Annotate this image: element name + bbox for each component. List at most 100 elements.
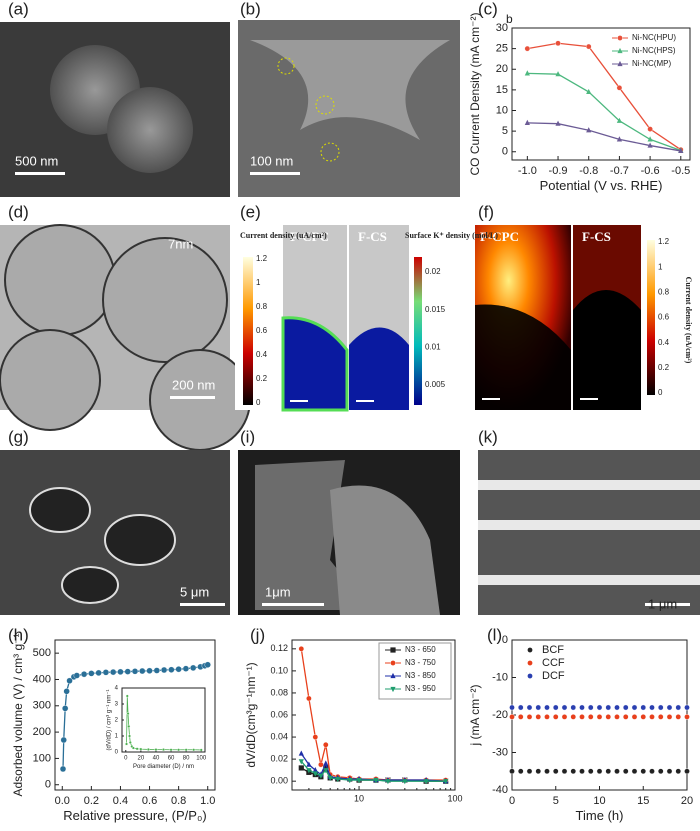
marker xyxy=(605,704,612,711)
y-tick-label: 3 xyxy=(115,702,119,708)
panel-label: (f) xyxy=(478,202,494,221)
marker xyxy=(684,768,690,775)
marker xyxy=(59,765,67,773)
x-tick-label: -1.0 xyxy=(518,165,537,177)
y-tick-label: 0 xyxy=(502,146,508,158)
marker xyxy=(561,768,568,775)
scale-bar-label: 500 nm xyxy=(15,153,58,168)
marker xyxy=(312,734,319,740)
marker xyxy=(192,748,196,752)
panel-label: (e) xyxy=(240,202,261,221)
marker xyxy=(631,704,638,711)
marker xyxy=(146,667,153,674)
legend-label: N3 - 650 xyxy=(405,645,436,654)
marker xyxy=(616,136,623,142)
marker xyxy=(614,714,620,720)
marker xyxy=(125,694,129,698)
micrograph-i xyxy=(238,450,460,615)
marker xyxy=(616,117,623,123)
region-label: F-CPC xyxy=(480,229,519,244)
marker xyxy=(586,88,592,95)
y-tick-label: 0.00 xyxy=(270,776,288,786)
y-tick-label: 0.06 xyxy=(270,709,288,719)
legend-marker xyxy=(390,647,396,653)
marker xyxy=(127,724,131,728)
marker xyxy=(135,747,139,751)
legend-label: BCF xyxy=(542,644,564,656)
region-label: F-CS xyxy=(358,229,387,244)
marker xyxy=(657,704,664,711)
colorbar-tick-label: 0.2 xyxy=(658,363,670,372)
y-tick-label: 5 xyxy=(502,125,508,137)
marker xyxy=(666,704,673,711)
marker xyxy=(175,666,182,673)
marker xyxy=(535,704,542,711)
panel-label: (h) xyxy=(8,625,29,644)
panel-label: (c) xyxy=(478,0,498,18)
marker xyxy=(146,747,150,751)
x-tick-label: 0.8 xyxy=(171,795,186,807)
marker xyxy=(509,768,515,775)
y-axis-label: (dV/dD) / cm³ g⁻¹ nm⁻¹ xyxy=(107,689,113,750)
marker xyxy=(524,119,530,125)
marker xyxy=(675,768,682,775)
marker xyxy=(517,714,524,720)
x-tick-label: 0.4 xyxy=(113,795,128,807)
y-tick-label: -10 xyxy=(492,671,508,683)
x-tick-label: 15 xyxy=(637,795,649,807)
marker xyxy=(126,712,130,716)
marker xyxy=(579,704,585,711)
colorbar-tick-label: 0.4 xyxy=(256,350,268,359)
marker xyxy=(647,136,653,142)
y-tick-label: 0.04 xyxy=(270,731,288,741)
marker xyxy=(139,667,146,675)
x-tick-label: 100 xyxy=(447,793,462,803)
y-tick-label: 10 xyxy=(496,104,508,116)
y-axis-label: dV/dD(cm³g⁻¹nm⁻¹) xyxy=(244,662,258,767)
marker xyxy=(675,714,682,720)
chart: 0 20 40 60 80 100 0 1 2 3 4 Pore diameter (D) / nm (… xyxy=(107,686,207,770)
legend-marker xyxy=(617,35,623,41)
marker xyxy=(631,768,638,775)
marker xyxy=(649,714,655,720)
y-tick-label: 4 xyxy=(115,686,119,692)
legend-marker xyxy=(390,660,396,666)
marker xyxy=(526,768,533,775)
marker xyxy=(684,704,690,711)
colorbar-tick-label: 0.6 xyxy=(658,313,670,322)
marker xyxy=(605,714,612,720)
marker xyxy=(323,760,329,766)
marker xyxy=(318,773,324,779)
x-tick-label: -0.8 xyxy=(579,165,598,177)
marker xyxy=(596,768,603,775)
colorbar-tick-label: 0.01 xyxy=(425,342,441,351)
y-axis-label: j (mA cm⁻²) xyxy=(468,685,482,747)
x-axis-label: Potential (V vs. RHE) xyxy=(540,178,663,193)
marker xyxy=(587,704,594,711)
region-label: F-CS xyxy=(582,229,611,244)
micrograph-k xyxy=(478,450,700,615)
marker xyxy=(657,768,664,775)
marker xyxy=(323,768,329,774)
legend-marker xyxy=(617,47,623,54)
marker xyxy=(570,714,577,720)
legend-label: N3 - 850 xyxy=(405,671,436,680)
colorbar-tick-label: 0 xyxy=(658,388,663,397)
colorbar-tick-label: 1.2 xyxy=(256,254,268,263)
y-tick-label: 0 xyxy=(115,750,119,756)
y-tick-label: 0.10 xyxy=(270,665,288,675)
marker xyxy=(544,714,550,720)
marker xyxy=(509,704,515,711)
marker xyxy=(312,767,318,773)
marker xyxy=(535,714,542,720)
marker xyxy=(622,704,629,711)
marker xyxy=(60,736,67,744)
y-tick-label: 500 xyxy=(33,647,51,659)
marker xyxy=(327,775,333,781)
chart: 0 5 10 15 20 0 -10 -20 -30 -40 Time (h) j (mA cm⁻²)… xyxy=(468,634,693,823)
marker xyxy=(596,704,603,711)
marker xyxy=(160,666,168,674)
marker xyxy=(524,70,530,76)
x-axis-label: Time (h) xyxy=(576,808,624,823)
